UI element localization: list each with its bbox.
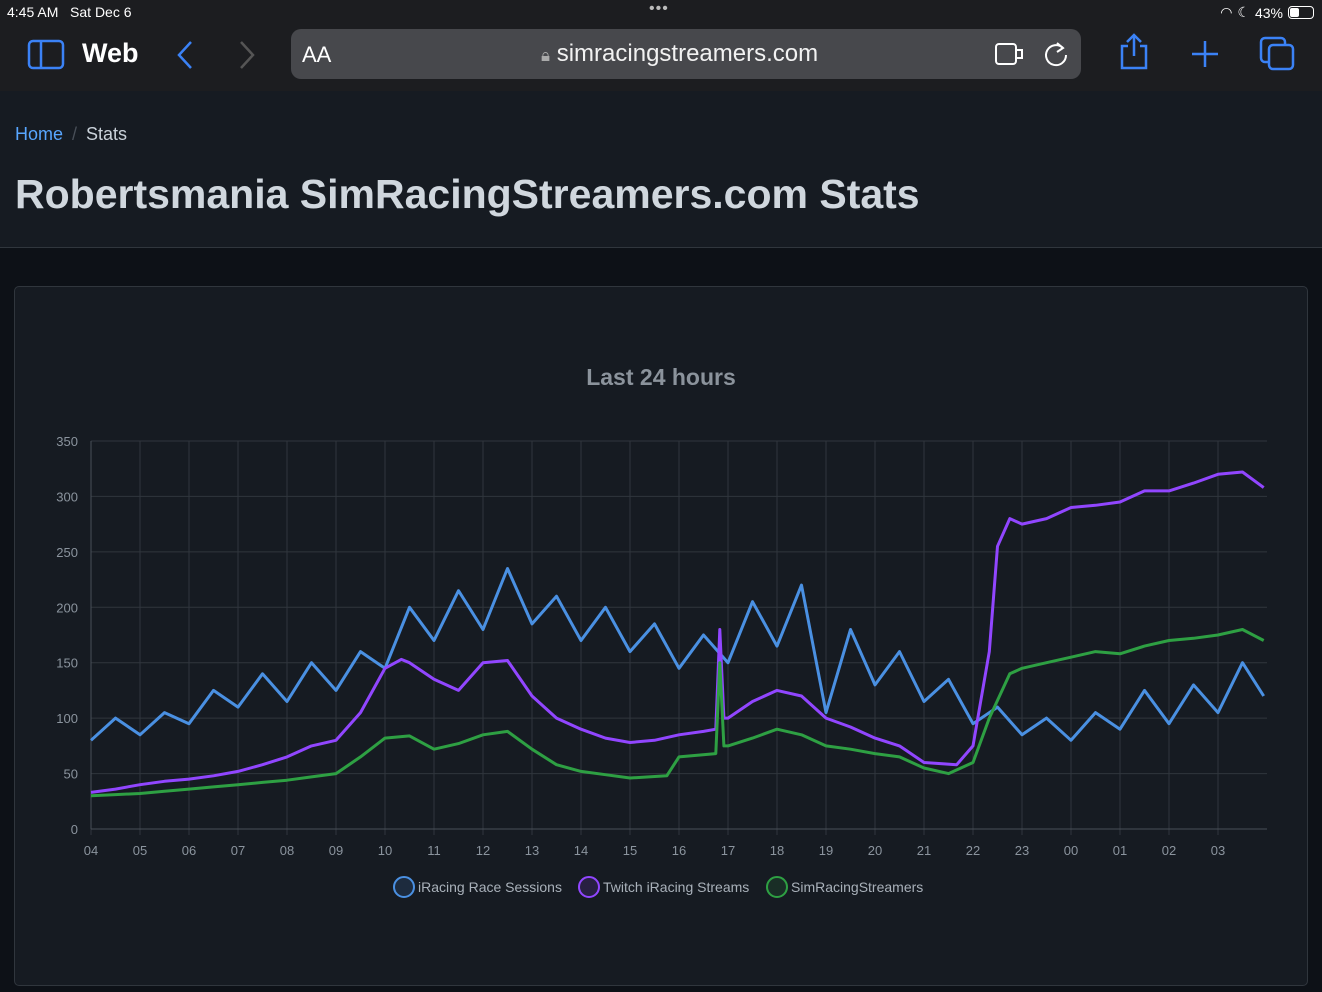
extensions-icon[interactable] <box>994 41 1026 67</box>
x-tick-label: 04 <box>84 843 98 858</box>
x-tick-label: 19 <box>819 843 833 858</box>
x-tick-label: 15 <box>623 843 637 858</box>
x-tick-label: 13 <box>525 843 539 858</box>
tab-group-title[interactable]: Web <box>82 38 139 68</box>
wifi-icon: ◠ <box>1220 4 1233 20</box>
y-tick-label: 350 <box>56 434 78 449</box>
lock-icon: 🔒︎ <box>541 46 551 65</box>
x-tick-label: 02 <box>1162 843 1176 858</box>
x-tick-label: 17 <box>721 843 735 858</box>
x-tick-label: 09 <box>329 843 343 858</box>
x-tick-label: 07 <box>231 843 245 858</box>
breadcrumb-home-link[interactable]: Home <box>15 124 64 144</box>
page-header: Home / Stats Robertsmania SimRacingStreame… <box>0 91 1322 248</box>
series-line-1 <box>90 470 1265 794</box>
reload-icon[interactable] <box>1043 40 1069 68</box>
legend-label-2[interactable]: SimRacingStreamers <box>791 879 923 895</box>
x-tick-label: 20 <box>868 843 882 858</box>
x-tick-label: 21 <box>917 843 931 858</box>
y-tick-label: 150 <box>56 656 78 671</box>
reader-aa-button[interactable]: AA <box>302 42 332 67</box>
legend-swatch-2 <box>766 876 788 898</box>
series-line-2 <box>90 628 1265 798</box>
legend-swatch-0 <box>393 876 415 898</box>
x-tick-label: 18 <box>770 843 784 858</box>
new-tab-icon[interactable] <box>1190 39 1220 69</box>
y-tick-label: 0 <box>71 822 78 837</box>
tabs-overview-icon[interactable] <box>1259 36 1297 72</box>
chart-title: Last 24 hours <box>586 364 736 390</box>
breadcrumb-current: Stats <box>86 124 128 144</box>
x-tick-label: 05 <box>133 843 147 858</box>
battery-icon <box>1288 6 1314 19</box>
battery-percent: 43% <box>1254 4 1283 21</box>
x-tick-label: 00 <box>1064 843 1078 858</box>
y-tick-label: 250 <box>56 545 78 560</box>
x-tick-label: 11 <box>427 843 441 858</box>
status-time: 4:45 AM Sat Dec 6 <box>7 4 132 20</box>
multitasking-dots-icon[interactable]: ••• <box>649 0 669 17</box>
legend-label-1[interactable]: Twitch iRacing Streams <box>603 879 749 895</box>
y-tick-label: 50 <box>64 767 78 782</box>
browser-toolbar: Web AA 🔒︎ simracingstreamers.com <box>0 24 1322 91</box>
y-tick-label: 300 <box>56 489 78 504</box>
x-tick-label: 03 <box>1211 843 1225 858</box>
url-text[interactable]: 🔒︎ simracingstreamers.com <box>541 40 819 67</box>
y-tick-label: 200 <box>56 600 78 615</box>
y-tick-label: 100 <box>56 711 78 726</box>
breadcrumb-separator: / <box>72 124 78 144</box>
series-line-0 <box>89 567 1265 742</box>
x-tick-label: 16 <box>672 843 686 858</box>
x-tick-label: 22 <box>966 843 980 858</box>
page-title: Robertsmania SimRacingStreamers.com Stat… <box>15 171 920 217</box>
x-tick-label: 12 <box>476 843 490 858</box>
breadcrumb: Home / Stats <box>15 124 127 145</box>
address-bar[interactable]: AA 🔒︎ simracingstreamers.com <box>291 29 1081 79</box>
x-tick-label: 23 <box>1015 843 1029 858</box>
legend-label-0[interactable]: iRacing Race Sessions <box>418 879 562 895</box>
x-tick-label: 01 <box>1113 843 1127 858</box>
back-icon[interactable] <box>175 40 195 70</box>
x-tick-label: 10 <box>378 843 392 858</box>
x-tick-label: 06 <box>182 843 196 858</box>
sidebar-icon[interactable] <box>27 39 65 71</box>
x-tick-label: 14 <box>574 843 588 858</box>
status-bar: 4:45 AM Sat Dec 6 ••• ◠ ☾ 43% <box>0 0 1322 24</box>
moon-icon: ☾ <box>1237 4 1250 20</box>
forward-icon[interactable] <box>237 40 257 70</box>
share-icon[interactable] <box>1118 32 1150 72</box>
x-tick-label: 08 <box>280 843 294 858</box>
legend-swatch-1 <box>578 876 600 898</box>
